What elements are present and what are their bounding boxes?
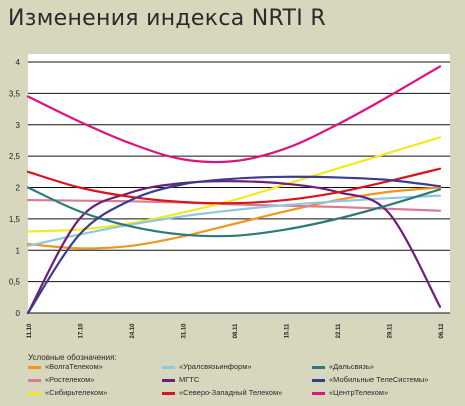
legend-item: «Дальсвязь»: [312, 362, 374, 371]
series-line: [26, 194, 442, 247]
y-tick-label: 4: [16, 58, 21, 67]
x-tick-label: 11.10: [27, 323, 33, 338]
legend-swatch: [28, 365, 41, 369]
y-tick-label: 2,5: [9, 152, 21, 161]
y-tick-label: 1,5: [9, 215, 21, 224]
legend-item: МГТС: [162, 375, 199, 384]
x-tick-label: 06.12: [439, 323, 445, 339]
legend-swatch: [28, 391, 41, 395]
page-title: Изменения индекса NRTI R: [8, 6, 326, 31]
legend-item: «ВолгаТелеком»: [28, 362, 103, 371]
x-tick-label: 08.11: [233, 323, 239, 338]
legend-swatch: [28, 378, 41, 382]
legend-swatch: [312, 365, 325, 369]
x-tick-label: 29.11: [388, 323, 394, 338]
y-tick-label: 0,5: [9, 278, 21, 287]
legend-item: «ЦентрТелеком»: [312, 388, 388, 397]
y-tick-label: 3,5: [9, 89, 21, 98]
legend-item: «Мобильные ТелеСистемы»: [312, 375, 428, 384]
series-line: [26, 186, 442, 250]
legend-label: «Дальсвязь»: [329, 362, 374, 371]
x-tick-label: 15.11: [285, 323, 291, 338]
series-line: [26, 180, 442, 315]
legend-label: «Мобильные ТелеСистемы»: [329, 375, 429, 384]
y-tick-label: 0: [16, 309, 21, 318]
series-line: [26, 167, 442, 205]
legend-label: «ВолгаТелеком»: [45, 362, 103, 371]
plot-area: [28, 54, 450, 313]
legend-label: «ЦентрТелеком»: [329, 388, 389, 397]
series-line: [26, 65, 442, 164]
legend-item: «Северо-Западный Телеком»: [162, 388, 282, 397]
legend-swatch: [312, 391, 325, 395]
legend-label: «Сибирьтелеком»: [45, 388, 108, 397]
legend-label: «Уралсвязьинформ»: [179, 362, 252, 371]
legend-title: Условные обозначения:: [28, 353, 117, 362]
x-tick-label: 31.10: [182, 323, 188, 339]
y-tick-label: 1: [16, 246, 21, 255]
legend-label: «Ростелеком»: [45, 375, 95, 384]
series-line: [26, 186, 442, 238]
legend-swatch: [162, 378, 175, 382]
series-line: [26, 136, 442, 233]
legend-swatch: [162, 365, 175, 369]
y-tick-label: 2: [16, 184, 21, 193]
legend-item: «Ростелеком»: [28, 375, 94, 384]
legend-item: «Сибирьтелеком»: [28, 388, 107, 397]
legend-item: «Уралсвязьинформ»: [162, 362, 252, 371]
x-tick-label: 17.10: [79, 323, 85, 339]
x-tick-label: 24.10: [130, 323, 136, 339]
legend-swatch: [312, 378, 325, 382]
legend-swatch: [162, 391, 175, 395]
legend-label: МГТС: [179, 375, 200, 384]
legend-label: «Северо-Западный Телеком»: [179, 388, 283, 397]
x-tick-label: 22.11: [336, 323, 342, 338]
y-tick-label: 3: [16, 121, 21, 130]
series-line: [26, 175, 442, 315]
